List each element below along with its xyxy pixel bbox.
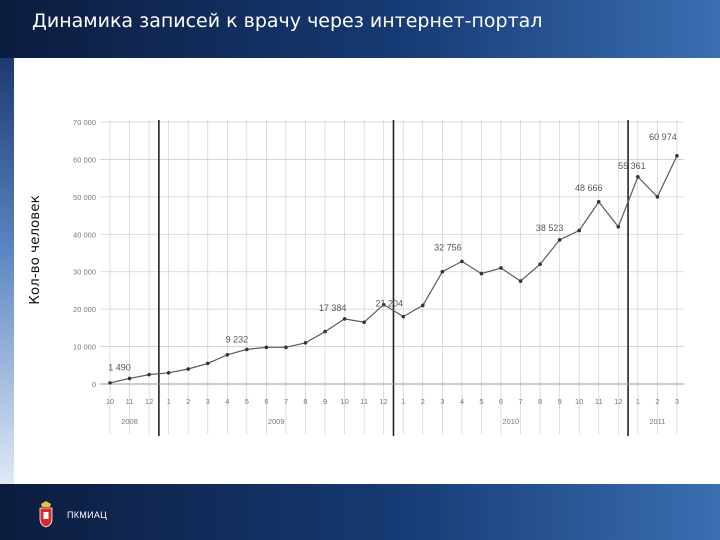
- data-point: [460, 259, 464, 264]
- x-tick-label: 2: [186, 397, 190, 406]
- data-point: [342, 317, 347, 321]
- footer-org: ПКМИАЦ: [67, 510, 108, 520]
- x-tick-label: 2: [421, 397, 425, 406]
- data-point: [323, 329, 327, 334]
- x-tick-label: 3: [675, 397, 679, 406]
- x-tick-label: 3: [440, 397, 444, 406]
- data-point: [596, 200, 601, 204]
- x-tick-label: 3: [206, 397, 210, 406]
- x-tick-label: 7: [518, 397, 522, 406]
- x-tick-label: 10: [340, 397, 348, 406]
- data-point: [616, 225, 621, 229]
- year-label: 2011: [649, 417, 665, 426]
- data-point: [225, 353, 230, 357]
- x-tick-label: 11: [126, 397, 134, 406]
- x-tick-label: 4: [225, 397, 229, 406]
- data-point: [284, 345, 288, 350]
- data-point: [108, 381, 112, 385]
- y-tick-label: 30 000: [73, 268, 96, 277]
- coat-of-arms-icon: [39, 501, 53, 528]
- data-point: [205, 361, 210, 366]
- x-tick-label: 1: [401, 397, 405, 406]
- x-tick-label: 8: [303, 397, 307, 406]
- y-tick-label: 40 000: [73, 230, 96, 239]
- x-tick-label: 10: [575, 397, 583, 406]
- data-point: [147, 372, 151, 377]
- data-point: [245, 347, 249, 352]
- x-tick-label: 9: [558, 397, 562, 406]
- y-tick-label: 10 000: [73, 343, 96, 352]
- x-tick-label: 5: [479, 397, 483, 406]
- data-label: 1 490: [108, 362, 131, 372]
- series-line: [109, 155, 678, 384]
- data-point: [577, 228, 581, 233]
- footer-band: [0, 484, 720, 540]
- x-tick-label: 2: [655, 397, 659, 406]
- data-point: [675, 153, 679, 158]
- x-tick-label: 10: [106, 397, 114, 406]
- title-band: [0, 0, 720, 58]
- data-point: [166, 370, 171, 375]
- data-point: [421, 303, 425, 308]
- data-label: 38 523: [536, 223, 564, 233]
- year-label: 2008: [121, 417, 138, 426]
- data-point: [538, 262, 542, 267]
- x-tick-label: 12: [145, 397, 153, 406]
- x-tick-label: 11: [360, 397, 368, 406]
- data-label: 48 666: [575, 183, 603, 193]
- x-tick-label: 11: [595, 397, 603, 406]
- data-point: [499, 266, 503, 270]
- y-tick-label: 60 000: [73, 155, 96, 164]
- data-point: [362, 320, 366, 325]
- slide-title: Динамика записей к врачу через интернет-…: [32, 10, 543, 32]
- y-tick-label: 50 000: [73, 193, 96, 202]
- x-tick-label: 5: [245, 397, 249, 406]
- data-label: 60 974: [649, 132, 677, 142]
- x-tick-label: 1: [167, 397, 171, 406]
- data-label: 55 361: [618, 161, 646, 171]
- data-point: [401, 314, 406, 319]
- data-point: [303, 341, 308, 345]
- x-tick-label: 9: [323, 397, 327, 406]
- data-label: 17 384: [319, 303, 347, 313]
- data-point: [264, 345, 269, 350]
- data-point: [186, 367, 190, 371]
- year-label: 2009: [268, 417, 285, 426]
- x-tick-label: 7: [284, 397, 288, 406]
- data-point: [381, 302, 386, 307]
- data-label: 32 756: [434, 242, 462, 252]
- data-point: [479, 271, 484, 276]
- x-tick-label: 12: [614, 397, 622, 406]
- data-point: [440, 269, 445, 274]
- y-tick-label: 20 000: [73, 305, 96, 314]
- data-point: [655, 195, 660, 199]
- x-tick-label: 4: [460, 397, 464, 406]
- data-label: 9 232: [226, 334, 249, 344]
- data-point: [636, 174, 640, 179]
- data-label: 21 204: [375, 299, 403, 309]
- data-point: [127, 376, 132, 381]
- x-tick-label: 1: [636, 397, 640, 406]
- y-tick-label: 0: [92, 380, 96, 389]
- y-tick-label: 70 000: [73, 118, 96, 127]
- data-point: [518, 279, 523, 283]
- data-point: [557, 238, 562, 242]
- year-label: 2010: [502, 417, 519, 426]
- x-tick-label: 6: [499, 397, 503, 406]
- decorative-stripe: [0, 58, 14, 484]
- x-tick-label: 6: [264, 397, 268, 406]
- x-tick-label: 8: [538, 397, 542, 406]
- x-tick-label: 12: [380, 397, 388, 406]
